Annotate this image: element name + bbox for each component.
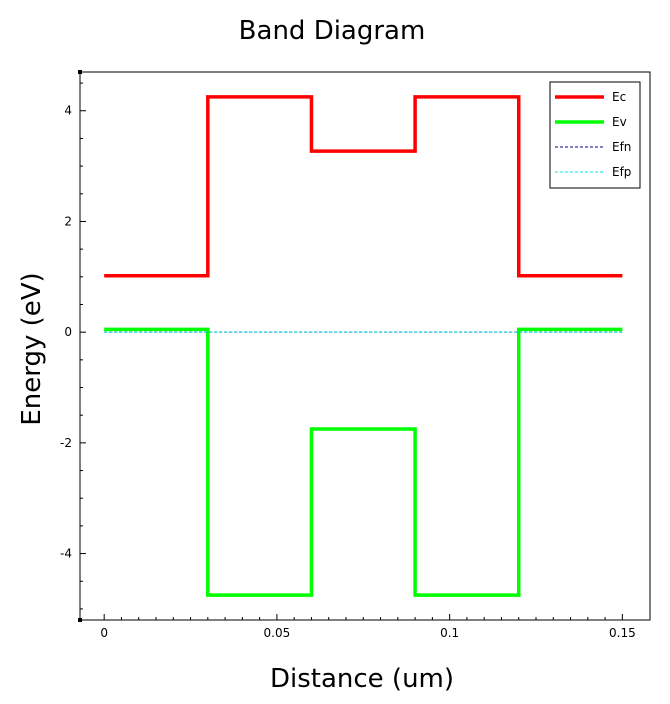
legend-box <box>549 81 641 189</box>
series-line-ev <box>104 327 623 597</box>
x-tick-label: 0.1 <box>440 626 459 640</box>
x-tick-label: 0 <box>100 626 108 640</box>
plot-frame <box>79 71 651 621</box>
legend: Ec Ev Efn Efp <box>549 81 641 189</box>
y-ticks: -4 -2 0 2 4 <box>60 70 86 622</box>
axis-end-marker <box>78 70 82 74</box>
y-tick-label: 2 <box>64 214 72 228</box>
axis-end-marker <box>78 618 82 622</box>
x-axis-label: Distance (um) <box>270 664 454 694</box>
legend-label-efp: Efp <box>612 165 631 179</box>
legend-label-ec: Ec <box>612 90 626 104</box>
x-tick-label: 0.05 <box>264 626 291 640</box>
y-axis-label: Energy (eV) <box>17 272 47 425</box>
legend-label-efn: Efn <box>612 140 631 154</box>
series-line-ec <box>104 95 623 278</box>
x-ticks: 0 0.05 0.1 0.15 <box>100 614 636 640</box>
series-lines <box>104 95 623 597</box>
chart-title: Band Diagram <box>239 16 426 46</box>
legend-label-ev: Ev <box>612 115 627 129</box>
y-tick-label: -4 <box>60 547 72 561</box>
x-tick-label: 0.15 <box>609 626 636 640</box>
y-tick-label: -2 <box>60 436 72 450</box>
y-tick-label: 0 <box>64 325 72 339</box>
y-tick-label: 4 <box>64 104 72 118</box>
